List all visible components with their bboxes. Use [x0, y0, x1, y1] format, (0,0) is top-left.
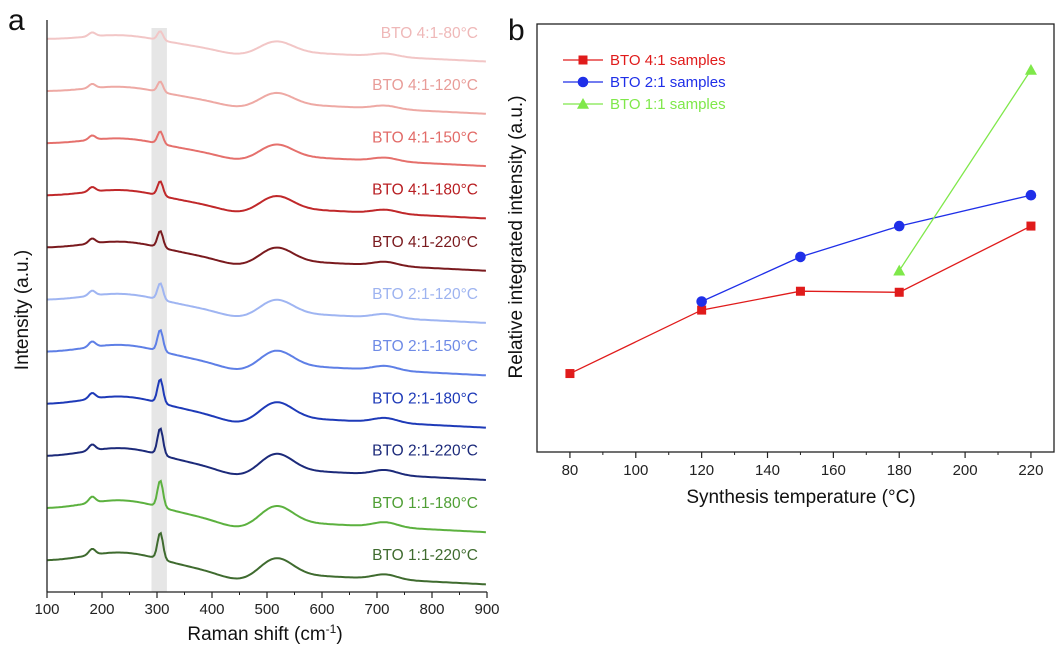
plot-b-x-tick-label: 200 — [953, 462, 978, 479]
legend-label: BTO 4:1 samples — [610, 52, 726, 69]
raman-traces — [46, 30, 486, 586]
raman-trace — [47, 230, 486, 272]
plot-b-x-axis-title: Synthesis temperature (°C) — [686, 487, 915, 508]
raman-trace — [47, 180, 486, 220]
data-point-triangle — [577, 98, 589, 109]
series-triangle — [893, 64, 1037, 276]
data-point-square — [565, 369, 575, 379]
raman-trace — [47, 80, 486, 115]
data-point-circle — [893, 220, 905, 232]
data-point-square — [1026, 221, 1036, 231]
plot-b-x-tick-label: 140 — [755, 462, 780, 479]
raman-trace-label: BTO 4:1-120°C — [372, 77, 478, 94]
raman-trace — [46, 30, 486, 63]
plot-b-y-axis-title: Relative integrated intensity (a.u.) — [506, 95, 527, 378]
raman-trace-label: BTO 4:1-80°C — [381, 25, 478, 42]
plot-b-x-ticks: 80 100 120 140 160 180 200 220 — [562, 452, 1043, 479]
raman-spectra-chart: BTO 4:1-80°C BTO 4:1-120°C BTO 4:1-150°C BT… — [12, 20, 500, 645]
raman-trace-label: BTO 2:1-180°C — [372, 390, 478, 407]
raman-trace — [47, 282, 486, 324]
raman-trace-label: BTO 1:1-180°C — [372, 495, 478, 512]
raman-y-axis-title: Intensity (a.u.) — [12, 250, 33, 370]
data-point-circle — [795, 251, 806, 263]
data-point-square — [697, 305, 707, 315]
legend-entry: BTO 4:1 samples — [563, 52, 726, 69]
raman-trace — [46, 531, 486, 586]
raman-highlight-band — [151, 28, 167, 592]
raman-trace-labels: BTO 4:1-80°C BTO 4:1-120°C BTO 4:1-150°C BT… — [372, 25, 478, 564]
raman-trace-label: BTO 2:1-150°C — [372, 338, 478, 355]
raman-trace — [46, 378, 486, 429]
legend-label: BTO 2:1 samples — [610, 74, 726, 91]
plot-b-x-tick-label: 220 — [1018, 462, 1043, 479]
series-line — [701, 194, 1032, 303]
plot-b-x-tick-label: 180 — [887, 462, 912, 479]
data-point-circle — [696, 296, 707, 307]
series-square — [565, 221, 1036, 379]
series-line — [569, 225, 1032, 375]
panel-letter-b: b — [508, 14, 525, 47]
raman-trace — [46, 328, 486, 377]
plot-b-x-tick-label: 160 — [821, 462, 846, 479]
data-point-circle — [577, 76, 589, 88]
raman-trace-label: BTO 1:1-220°C — [372, 547, 478, 564]
plot-b-series — [565, 64, 1037, 379]
data-point-triangle — [1024, 64, 1037, 75]
raman-x-axis-title: Raman shift (cm-1) — [187, 622, 342, 645]
plot-b-x-tick-label: 100 — [623, 462, 648, 479]
raman-x-tick-label: 100 — [34, 601, 59, 618]
raman-trace — [46, 427, 486, 481]
raman-x-tick-label: 600 — [309, 601, 334, 618]
raman-x-tick-label: 700 — [364, 601, 389, 618]
data-point-square — [795, 286, 805, 296]
panel-letter-a: a — [8, 4, 25, 37]
series-line — [898, 69, 1032, 272]
raman-trace-label: BTO 2:1-120°C — [372, 286, 478, 303]
data-point-square — [894, 287, 904, 297]
plot-b-frame — [536, 23, 1055, 453]
raman-trace-label: BTO 4:1-150°C — [372, 129, 478, 146]
raman-x-tick-label: 900 — [474, 601, 499, 618]
raman-x-tick-label: 200 — [89, 601, 114, 618]
raman-x-tick-label: 800 — [419, 601, 444, 618]
plot-b-x-tick-label: 120 — [689, 462, 714, 479]
legend-label: BTO 1:1 samples — [610, 96, 726, 113]
plot-b-legend: BTO 4:1 samples BTO 2:1 samples BTO 1:1 sa… — [563, 52, 726, 113]
raman-x-tick-label: 500 — [254, 601, 279, 618]
raman-trace-label: BTO 4:1-180°C — [372, 182, 478, 199]
legend-entry: BTO 1:1 samples — [563, 96, 726, 113]
legend-entry: BTO 2:1 samples — [563, 74, 726, 91]
raman-x-tick-label: 300 — [144, 601, 169, 618]
data-point-circle — [1025, 189, 1037, 201]
data-point-triangle — [893, 264, 906, 276]
raman-trace-label: BTO 2:1-220°C — [372, 443, 478, 460]
raman-trace — [47, 130, 486, 168]
raman-trace — [46, 479, 486, 534]
raman-x-tick-label: 400 — [199, 601, 224, 618]
raman-x-ticks: 100 200 300 400 500 600 700 800 900 — [34, 592, 500, 618]
raman-trace-label: BTO 4:1-220°C — [372, 234, 478, 251]
series-circle — [696, 189, 1037, 307]
data-point-square — [578, 55, 588, 65]
plot-b-x-tick-label: 80 — [562, 462, 579, 479]
intensity-vs-temperature-chart: 80 100 120 140 160 180 200 220 BTO 4:1 samplesB… — [506, 23, 1055, 508]
